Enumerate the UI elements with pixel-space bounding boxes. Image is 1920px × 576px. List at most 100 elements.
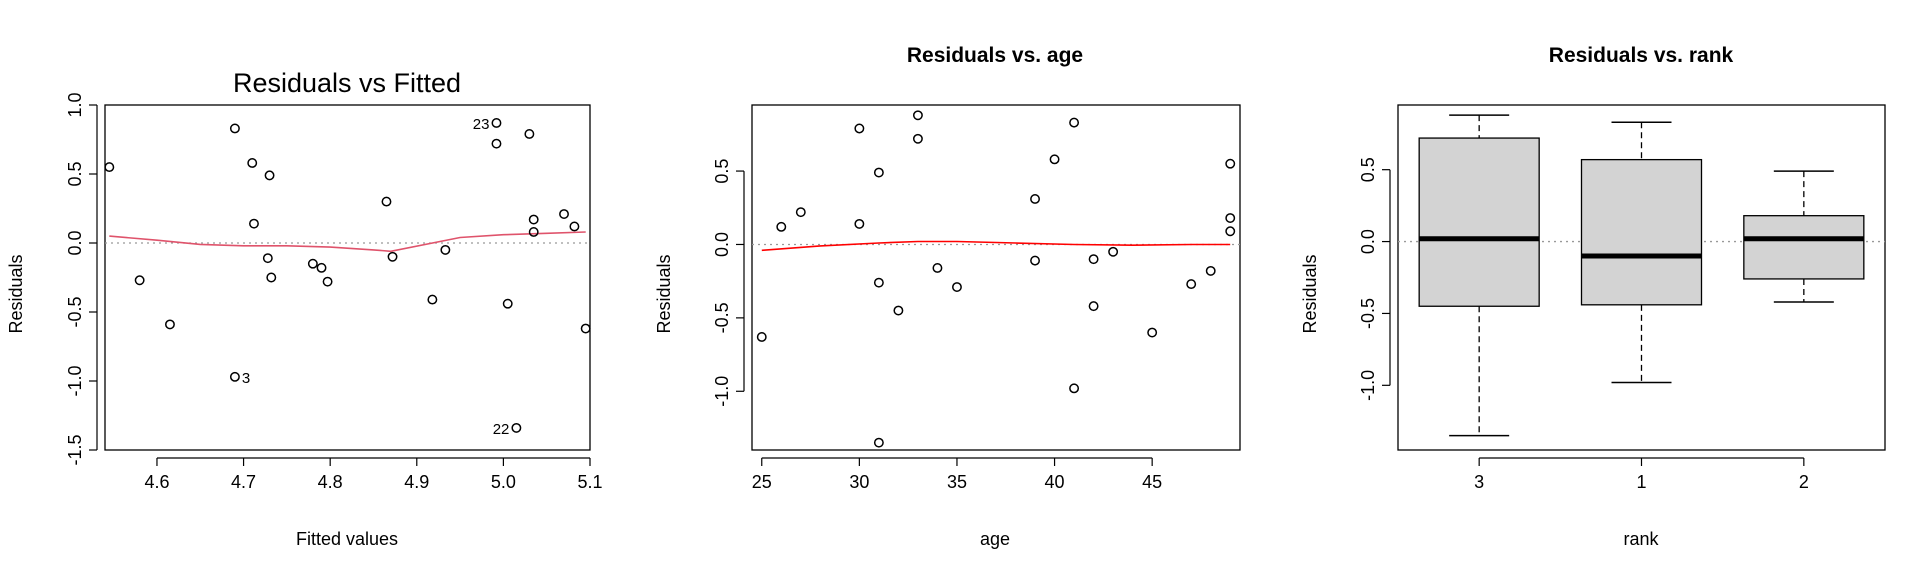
y-axis-label: Residuals <box>1300 254 1320 333</box>
y-tick-label: -0.5 <box>712 302 732 333</box>
x-tick-label: 4.7 <box>231 472 256 492</box>
chart-title: Residuals vs. rank <box>1549 44 1734 67</box>
data-point <box>528 214 539 225</box>
y-tick-label: -1.0 <box>65 365 85 396</box>
data-point <box>1205 265 1216 276</box>
data-point <box>893 305 904 316</box>
data-point <box>381 196 392 207</box>
y-tick-label: 0.0 <box>1358 229 1378 254</box>
box-iqr <box>1743 215 1865 280</box>
x-tick-label: 5.0 <box>491 472 516 492</box>
data-point <box>932 263 943 273</box>
x-tick-label: 4.6 <box>144 472 169 492</box>
data-point <box>854 218 865 229</box>
x-tick-label: 4.8 <box>318 472 343 492</box>
data-point <box>502 298 513 309</box>
x-axis-label: rank <box>1623 529 1659 549</box>
data-point <box>491 117 502 128</box>
y-axis-label: Residuals <box>6 254 26 333</box>
data-point <box>387 251 398 262</box>
data-point <box>569 221 580 232</box>
data-point <box>795 207 806 218</box>
data-point <box>776 221 787 232</box>
data-point <box>1049 154 1060 165</box>
data-point <box>165 319 175 330</box>
data-point <box>559 209 569 219</box>
x-tick-label: 4.9 <box>404 472 429 492</box>
data-point <box>104 162 115 173</box>
point-label: 22 <box>493 421 510 438</box>
x-axis-label: age <box>980 529 1010 549</box>
data-point <box>134 275 145 286</box>
x-tick-label: 3 <box>1474 472 1484 492</box>
data-point <box>247 158 258 168</box>
x-tick-label: 45 <box>1142 472 1162 492</box>
data-point <box>511 422 522 433</box>
y-tick-label: -0.5 <box>1358 298 1378 329</box>
data-point <box>873 437 884 448</box>
plot-frame <box>104 104 591 451</box>
data-point <box>528 227 539 237</box>
smoother-line <box>761 240 1231 252</box>
data-point <box>1186 279 1197 290</box>
data-point <box>1088 301 1099 312</box>
data-point <box>491 138 502 149</box>
data-point <box>1030 255 1040 266</box>
data-point <box>580 323 591 334</box>
y-tick-label: 0.5 <box>65 161 85 186</box>
y-tick-label: 1.0 <box>65 92 85 117</box>
x-axis-label: Fitted values <box>296 529 398 549</box>
y-tick-label: 0.0 <box>65 230 85 255</box>
point-label: 3 <box>242 370 250 387</box>
y-tick-label: -1.0 <box>1358 370 1378 401</box>
data-point <box>1088 254 1099 265</box>
box-iqr <box>1580 158 1703 306</box>
x-tick-label: 25 <box>752 472 772 492</box>
panel-residuals-vs-rank: Residuals vs. rank rank Residuals -1.0 -0… <box>1300 44 1886 549</box>
data-point <box>262 253 273 264</box>
data-point <box>307 258 318 269</box>
data-point <box>427 294 438 305</box>
x-tick-label: 30 <box>849 472 869 492</box>
data-point <box>1147 327 1158 338</box>
plot-frame <box>1397 104 1886 451</box>
x-tick-label: 40 <box>1045 472 1065 492</box>
y-axis-label: Residuals <box>654 254 674 333</box>
data-point <box>316 262 327 273</box>
data-point <box>1225 213 1236 223</box>
data-point <box>1069 383 1080 394</box>
data-point <box>1225 158 1236 169</box>
data-point <box>1108 246 1119 257</box>
panel-residuals-vs-age: Residuals vs. age age Residuals -1.0 -0.5… <box>654 44 1241 549</box>
data-point <box>1030 194 1040 204</box>
data-point <box>249 218 259 229</box>
x-tick-label: 1 <box>1636 472 1646 492</box>
smoother-line <box>109 231 586 253</box>
point-label: 23 <box>473 116 490 133</box>
data-point <box>322 276 333 287</box>
chart-title: Residuals vs Fitted <box>233 68 461 98</box>
chart-title: Residuals vs. age <box>907 44 1083 67</box>
data-point <box>756 332 767 342</box>
x-tick-label: 5.1 <box>577 472 602 492</box>
x-tick-label: 35 <box>947 472 967 492</box>
y-tick-label: -1.0 <box>712 376 732 407</box>
data-point <box>1069 117 1080 128</box>
panel-residuals-vs-fitted: Residuals vs Fitted Fitted values Residu… <box>6 68 603 549</box>
data-point <box>264 170 275 181</box>
data-point <box>912 110 923 121</box>
data-point <box>873 167 884 178</box>
data-point <box>952 282 962 292</box>
data-point <box>854 123 865 134</box>
y-tick-label: 0.5 <box>712 159 732 184</box>
data-point <box>524 129 535 139</box>
data-point <box>266 272 277 283</box>
data-point <box>912 133 923 144</box>
y-tick-label: 0.5 <box>1358 157 1378 182</box>
y-tick-label: -0.5 <box>65 296 85 327</box>
data-point <box>229 371 240 382</box>
y-tick-label: 0.0 <box>712 232 732 257</box>
data-point <box>873 277 884 288</box>
x-tick-label: 2 <box>1799 472 1809 492</box>
